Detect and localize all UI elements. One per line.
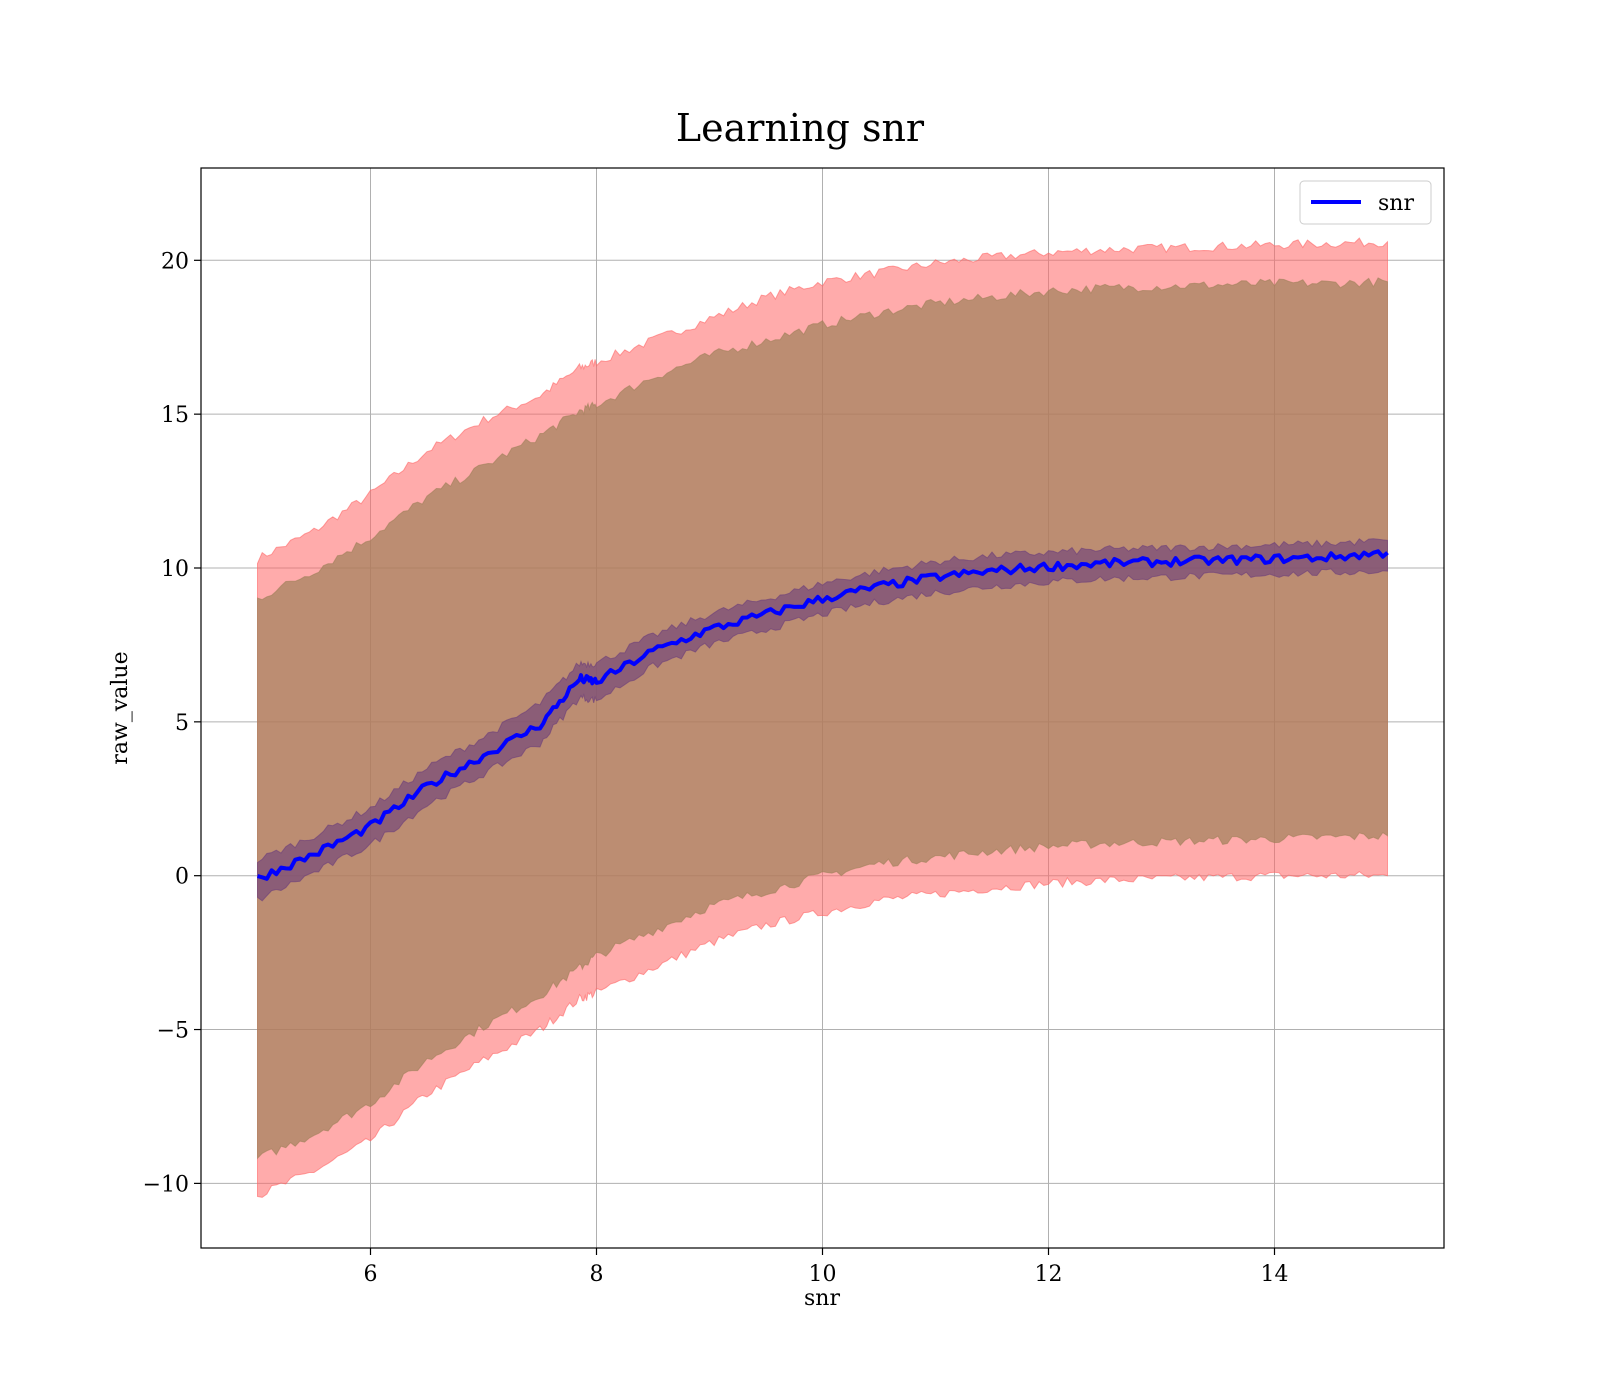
series-line-snr [257, 549, 1389, 881]
y-tick-label: 5 [175, 711, 189, 736]
confidence-bands [257, 237, 1388, 1198]
y-tick-label: −5 [157, 1019, 189, 1044]
y-axis-label: raw_value [108, 651, 133, 764]
x-axis-label: snr [804, 1286, 840, 1311]
legend-box [1299, 180, 1432, 225]
y-tick-label: 10 [161, 557, 189, 582]
x-tick-label: 6 [364, 1262, 378, 1287]
band-inner [257, 538, 1388, 902]
band-middle [257, 277, 1388, 1160]
y-tick-label: 15 [161, 403, 189, 428]
x-tick-label: 10 [809, 1262, 837, 1287]
x-tick-label: 8 [590, 1262, 604, 1287]
x-axis-ticks: 6 8 10 12 14 [364, 1248, 1289, 1287]
series-lines [257, 549, 1389, 881]
y-tick-label: −10 [143, 1172, 189, 1197]
y-tick-label: 20 [161, 249, 189, 274]
legend-label-snr: snr [1378, 191, 1414, 216]
chart-title: Learning snr [676, 106, 925, 150]
legend: snr [1299, 180, 1432, 225]
y-axis-ticks: −10 −5 0 5 10 15 20 [143, 249, 201, 1197]
x-tick-label: 14 [1261, 1262, 1289, 1287]
x-tick-label: 12 [1035, 1262, 1063, 1287]
y-tick-label: 0 [175, 865, 189, 890]
